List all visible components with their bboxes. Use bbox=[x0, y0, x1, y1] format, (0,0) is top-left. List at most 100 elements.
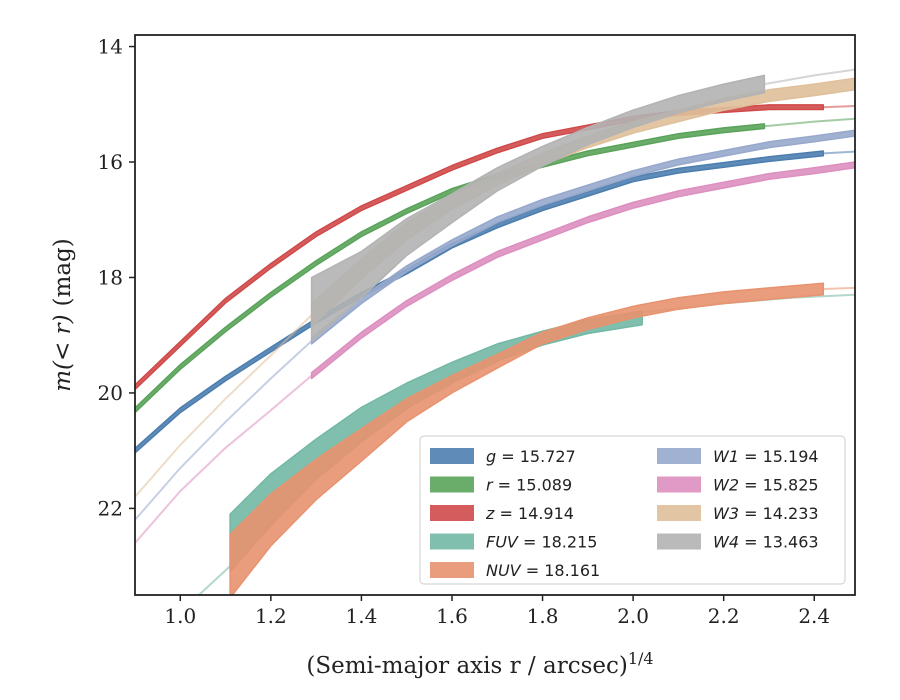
x-tick-label: 1.6 bbox=[436, 604, 468, 628]
legend-swatch-w3 bbox=[657, 505, 701, 521]
x-axis: 1.0 1.2 1.4 1.6 1.8 2.0 2.2 2.4 bbox=[164, 595, 830, 628]
legend-item-r: r = 15.089 bbox=[430, 476, 572, 495]
x-axis-title-main: (Semi-major axis r / arcsec) bbox=[306, 653, 627, 679]
legend-swatch-w4 bbox=[657, 533, 701, 550]
legend-label-value: 13.463 bbox=[763, 533, 819, 552]
series-w2-band bbox=[310, 161, 855, 380]
legend-item-w4: W4 = 13.463 bbox=[657, 533, 819, 552]
legend-item-nuv: NUV = 18.161 bbox=[430, 561, 600, 580]
legend-label-value: 15.727 bbox=[520, 447, 576, 466]
series-w2 bbox=[135, 161, 855, 544]
legend-label-nuv: NUV = 18.161 bbox=[486, 561, 600, 580]
legend-label-value: 18.215 bbox=[541, 533, 597, 552]
legend-label-equals: = bbox=[493, 476, 517, 495]
legend-label-name: W4 bbox=[713, 533, 739, 552]
plot-frame bbox=[134, 34, 856, 596]
legend-label-name: r bbox=[486, 476, 494, 495]
legend-label-w2: W2 = 15.825 bbox=[713, 476, 819, 495]
legend-label-name: NUV bbox=[486, 561, 522, 580]
legend-swatch-z bbox=[430, 505, 474, 521]
x-tick-label: 1.8 bbox=[527, 604, 559, 628]
x-tick-label: 1.4 bbox=[346, 604, 378, 628]
legend-label-equals: = bbox=[518, 533, 542, 552]
x-axis-title-exponent: 1/4 bbox=[628, 649, 654, 668]
x-tick-label: 2.2 bbox=[708, 604, 740, 628]
legend-label-fuv: FUV = 18.215 bbox=[486, 533, 597, 552]
legend-label-name: W3 bbox=[713, 504, 739, 523]
y-tick-label: 20 bbox=[98, 381, 123, 405]
legend-label-name: FUV bbox=[486, 533, 519, 552]
legend-label-w1: W1 = 15.194 bbox=[713, 447, 819, 466]
x-tick-label: 2.0 bbox=[617, 604, 649, 628]
legend-label-w3: W3 = 14.233 bbox=[713, 504, 819, 523]
legend-label-value: 14.233 bbox=[763, 504, 819, 523]
series-z-band bbox=[135, 104, 825, 391]
series-w3-extension-line bbox=[135, 314, 313, 498]
legend-swatch-w2 bbox=[657, 476, 701, 493]
legend-label-equals: = bbox=[739, 476, 763, 495]
y-axis-title-unit: (mag) bbox=[50, 238, 76, 306]
series-w4-extension-line bbox=[764, 68, 855, 86]
series-nuv-extension-line-end bbox=[823, 286, 855, 290]
series-fuv-extension-line bbox=[197, 565, 231, 595]
y-tick-label: 18 bbox=[98, 265, 123, 289]
legend-label-value: 15.089 bbox=[516, 476, 572, 495]
legend-item-w1: W1 = 15.194 bbox=[657, 447, 819, 466]
legend-label-name: W2 bbox=[713, 476, 739, 495]
series-layer bbox=[135, 68, 855, 595]
legend-label-name: z bbox=[485, 504, 495, 523]
legend-label-name: W1 bbox=[713, 447, 739, 466]
legend: g = 15.727 r = 15.089 z = 14.914 FUV = 18.2… bbox=[419, 435, 846, 585]
legend-label-equals: = bbox=[521, 561, 545, 580]
legend-label-value: 15.194 bbox=[763, 447, 819, 466]
legend-label-equals: = bbox=[739, 533, 763, 552]
legend-label-value: 14.914 bbox=[518, 504, 574, 523]
series-w1 bbox=[135, 129, 855, 521]
legend-label-r: r = 15.089 bbox=[486, 476, 572, 495]
legend-swatch-g bbox=[430, 448, 474, 464]
series-w4 bbox=[310, 68, 855, 342]
y-axis-title-math: m(< r) bbox=[50, 314, 76, 391]
x-tick-label: 2.4 bbox=[798, 604, 830, 628]
legend-item-fuv: FUV = 18.215 bbox=[430, 533, 597, 552]
legend-swatch-r bbox=[430, 476, 474, 493]
legend-item-w2: W2 = 15.825 bbox=[657, 476, 819, 495]
x-tick-label: 1.0 bbox=[164, 604, 196, 628]
series-nuv-band bbox=[229, 282, 825, 595]
legend-label-g: g = 15.727 bbox=[486, 447, 576, 466]
y-axis: 14 16 18 20 22 bbox=[98, 35, 135, 520]
legend-label-equals: = bbox=[496, 447, 520, 466]
y-tick-label: 14 bbox=[98, 35, 123, 59]
series-w1-band bbox=[310, 129, 855, 345]
legend-item-g: g = 15.727 bbox=[430, 447, 576, 466]
series-z-extension-line bbox=[823, 105, 855, 109]
series-r-extension-line bbox=[764, 117, 855, 128]
legend-item-z: z = 14.914 bbox=[430, 504, 574, 523]
y-tick-label: 22 bbox=[98, 496, 123, 520]
series-r-band bbox=[135, 123, 766, 414]
series-nuv bbox=[228, 282, 855, 595]
legend-label-z: z = 14.914 bbox=[485, 504, 574, 523]
legend-label-equals: = bbox=[739, 447, 763, 466]
legend-label-equals: = bbox=[494, 504, 518, 523]
legend-item-w3: W3 = 14.233 bbox=[657, 504, 819, 523]
legend-label-equals: = bbox=[739, 504, 763, 523]
x-tick-label: 1.2 bbox=[255, 604, 287, 628]
y-axis-title: m(< r) (mag) bbox=[50, 238, 76, 392]
series-w4-band bbox=[310, 74, 766, 342]
series-r bbox=[135, 117, 855, 414]
legend-swatch-w1 bbox=[657, 448, 701, 464]
legend-label-name: g bbox=[486, 447, 496, 466]
legend-swatch-nuv bbox=[430, 562, 474, 578]
x-axis-title: (Semi-major axis r / arcsec)1/4 bbox=[306, 649, 653, 679]
legend-label-value: 15.825 bbox=[763, 476, 819, 495]
series-w2-extension-line bbox=[135, 374, 313, 544]
legend-swatch-fuv bbox=[430, 533, 474, 550]
series-g-extension-line bbox=[823, 150, 855, 155]
series-z bbox=[135, 104, 855, 391]
legend-label-value: 18.161 bbox=[544, 561, 600, 580]
y-tick-label: 16 bbox=[98, 150, 123, 174]
legend-frame bbox=[419, 435, 846, 585]
legend-label-w4: W4 = 13.463 bbox=[713, 533, 819, 552]
